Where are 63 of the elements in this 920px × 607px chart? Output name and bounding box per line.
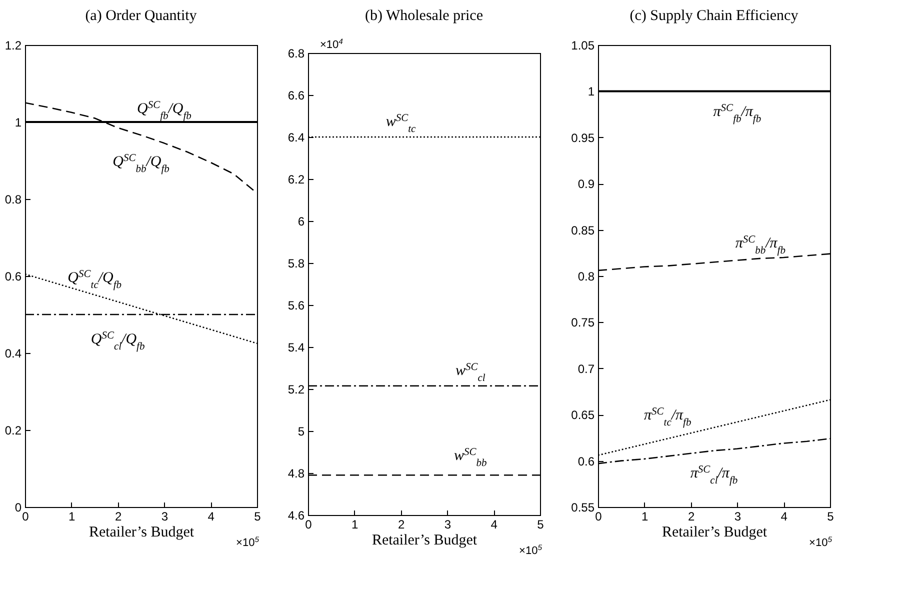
y-tick-label: 0.9 [578,177,595,192]
x-tick-label: 2 [398,518,405,532]
x-tick-label: 2 [114,510,122,524]
y-tick-label: 5.2 [288,382,305,396]
x-tick-label: 1 [68,510,76,524]
text: ×10$^{5}$ [809,534,833,549]
y-tick-label: 0.7 [578,362,595,376]
series-label: Q$^{SC}$$_{tc}$/Q$_{fb}$ [68,268,122,290]
x-tick-label: 2 [688,510,695,524]
chart-title: (c) Supply Chain Efficiency [630,8,799,24]
y-tick-label: 5.6 [288,298,305,312]
y-tick-label: 0.65 [571,408,595,422]
y-tick-label: 0.75 [571,316,595,330]
y-tick-label: 4.8 [288,466,305,480]
chart-title: (b) Wholesale price [364,8,484,24]
x-tick-label: 4 [780,510,788,524]
x-tick-label: 3 [161,510,168,524]
y-tick-label: 1 [14,116,22,130]
y-tick-label: 1.05 [571,38,595,52]
series-label: π$^{SC}$$_{tc}$/π$_{fb}$ [644,406,692,428]
y-tick-label: 5 [298,424,305,438]
y-tick-label: 0.8 [578,270,595,284]
x-tick-label: 5 [254,510,262,524]
y-tick-label: 1.2 [4,38,22,52]
x-tick-label: 3 [734,510,742,524]
x-tick-label: 4 [208,510,215,524]
x-tick-label: 3 [444,518,452,532]
y-tick-label: 5.8 [288,256,305,270]
y-tick-label: 0.6 [578,454,595,468]
text: ×10$^{5}$ [236,534,260,549]
series-label: Q$^{SC}$$_{cl}$/Q$_{fb}$ [90,330,145,352]
text: ×10$^{5}$ [519,542,543,557]
y-tick-label: 0.8 [4,192,22,206]
series-label: π$^{SC}$$_{fb}$/π$_{fb}$ [713,102,762,125]
y-tick-label: 0.95 [571,130,595,145]
y-tick-label: 0.85 [571,223,595,238]
x-tick-label: 5 [537,518,544,532]
x-axis-title: Retailer’s Budget [372,532,478,548]
y-tick-label: 5.4 [288,340,305,354]
y-tick-label: 6 [298,214,305,228]
series-label: π$^{SC}$$_{bb}$/π$_{fb}$ [735,234,786,256]
series-label: Q$^{SC}$$_{bb}$/Q$_{fb}$ [112,152,170,175]
series-label: Q$^{SC}$$_{fb}$/Q$_{fb}$ [136,100,192,122]
y-tick-label: 1 [588,84,595,99]
y-tick-label: 0.55 [571,500,595,514]
x-axis-title: Retailer’s Budget [88,524,195,540]
y-tick-label: 0.6 [4,270,22,284]
y-tick-label: 4.6 [288,508,305,522]
x-tick-label: 1 [352,518,359,532]
x-tick-label: 5 [827,510,834,524]
y-tick-label: 6.4 [288,130,305,144]
y-tick-label: 0.4 [4,346,22,360]
y-tick-label: 0 [14,500,22,514]
y-tick-label: 0.2 [4,424,22,438]
x-tick-label: 4 [490,518,498,532]
x-tick-label: 1 [642,510,649,524]
chart-title: (a) Order Quantity [85,8,198,24]
y-tick-label: 6.2 [288,172,305,186]
x-axis-title: Retailer’s Budget [662,524,768,540]
y-tick-label: 6.6 [288,88,305,102]
y-tick-label: 6.8 [288,46,305,60]
series-label: π$^{SC}$$_{cl}$/π$_{fb}$ [690,464,738,486]
text: ×10$^{4}$ [320,36,343,51]
